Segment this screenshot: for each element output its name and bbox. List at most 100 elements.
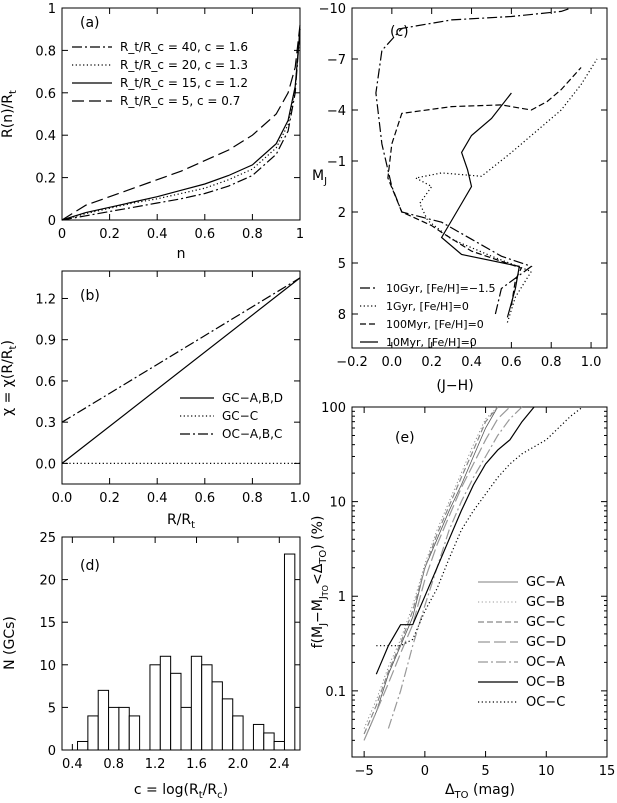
panel-a: (a) R(n)/Rt n 0 0.2 0.4 0.6 0.8 1 0 0.2 0.4 0.6 0.… — [0, 2, 304, 262]
panel-c: (c) MJ (J−H) −0.2 0.0 0.2 0.4 0.6 0.8 1.0−10−7… — [312, 2, 608, 394]
y-tick-label: 1 — [48, 2, 56, 17]
x-tick-label: 2.4 — [269, 757, 290, 772]
hist-bar — [263, 732, 275, 751]
hist-bar — [97, 689, 110, 751]
x-tick-label: 0.8 — [242, 227, 263, 242]
x-tick-label: −5 — [355, 764, 374, 779]
x-tick-label: −0.2 — [336, 355, 368, 370]
y-tick-label: −1 — [327, 155, 346, 170]
x-tick-label: 0.4 — [147, 491, 168, 506]
y-tick-label: 5 — [338, 257, 346, 272]
series-line-2 — [387, 67, 582, 306]
hist-bar — [87, 715, 99, 751]
panel-c-xlabel: (J−H) — [436, 378, 473, 394]
series-line-4 — [387, 406, 523, 729]
legend-label: R_t/R_c = 15, c = 1.2 — [120, 76, 248, 90]
x-tick-label: 15 — [599, 764, 616, 779]
panel-e: (e) f(MJ−MJTO<ΔTO) (%) ΔTO (mag) −5 0 5 10 1… — [310, 401, 615, 801]
hist-bar — [252, 723, 265, 751]
panel-c-frame — [351, 7, 608, 349]
y-tick-label: 0.6 — [35, 87, 56, 102]
y-tick-label: −10 — [319, 2, 346, 17]
legend-label: R_t/R_c = 5, c = 0.7 — [120, 94, 240, 108]
panel-b-xlabel: R/Rt — [167, 512, 195, 531]
hist-bar — [159, 655, 172, 751]
x-tick-label: 0.4 — [461, 355, 482, 370]
y-tick-label: 100 — [321, 401, 346, 416]
series-line-5 — [375, 406, 535, 675]
y-tick-label: 20 — [39, 574, 56, 589]
hist-bar — [128, 715, 141, 751]
panel-c-ylabel: MJ — [312, 168, 327, 187]
x-tick-label: 5 — [481, 764, 489, 779]
legend-label: GC−D — [526, 635, 566, 650]
x-tick-label: 0.6 — [501, 355, 522, 370]
y-tick-label: 0.6 — [35, 375, 56, 390]
legend-label: GC−A — [526, 575, 565, 590]
panel-e-ylabel: f(MJ−MJTO<ΔTO) (%) — [310, 516, 330, 649]
x-tick-label: 1.6 — [186, 757, 207, 772]
panel-b: (b) χ = χ(R/Rt) R/Rt 0.0 0.2 0.4 0.6 0.8 1.0 0… — [0, 270, 311, 531]
hist-bar — [118, 706, 130, 751]
hist-bar — [170, 672, 182, 751]
hist-bar — [77, 740, 89, 751]
y-tick-label: 10 — [39, 659, 56, 674]
y-tick-label: 10 — [329, 496, 346, 511]
legend-label: GC−C — [222, 409, 258, 423]
y-tick-label: 15 — [39, 616, 56, 631]
series-line-2 — [61, 277, 301, 423]
series-line-0 — [363, 406, 499, 741]
panel-a-frame — [61, 7, 301, 221]
y-tick-label: 0.3 — [35, 416, 56, 431]
legend-label: GC−A,B,D — [222, 391, 283, 405]
x-tick-label: 0.2 — [99, 491, 120, 506]
y-tick-label: 0 — [48, 744, 56, 759]
legend-label: R_t/R_c = 40, c = 1.6 — [120, 40, 248, 54]
x-tick-label: 0 — [58, 227, 66, 242]
hist-bar — [149, 664, 161, 751]
series-line-0 — [375, 7, 572, 315]
panel-b-label: (b) — [80, 288, 100, 304]
y-tick-label: 2 — [338, 206, 346, 221]
y-tick-label: 0.8 — [35, 44, 56, 59]
y-tick-label: 5 — [48, 701, 56, 716]
panel-b-ylabel: χ = χ(R/Rt) — [0, 340, 19, 416]
x-tick-label: 0.8 — [242, 491, 263, 506]
svg-text:f(MJ−MJTO<ΔTO) (%): f(MJ−MJTO<ΔTO) (%) — [310, 516, 330, 649]
y-tick-label: 1 — [338, 590, 346, 605]
legend-label: 10Gyr, [Fe/H]=−1.5 — [386, 282, 496, 295]
y-tick-label: 1.2 — [35, 292, 56, 307]
series-line-1 — [414, 58, 598, 323]
y-tick-label: −4 — [327, 104, 346, 119]
x-tick-label: 0.2 — [99, 227, 120, 242]
legend-label: GC−C — [526, 615, 565, 630]
svg-text:χ = χ(R/Rt): χ = χ(R/Rt) — [0, 340, 19, 416]
panel-a-ylabel: R(n)/Rt — [0, 90, 19, 138]
legend-label: OC−C — [526, 695, 565, 710]
legend-label: OC−A,B,C — [222, 427, 282, 441]
series-line-3 — [440, 92, 520, 318]
y-tick-label: 0 — [48, 214, 56, 229]
x-tick-label: 0.8 — [541, 355, 562, 370]
x-tick-label: 1 — [296, 227, 304, 242]
x-tick-label: 0.6 — [194, 491, 215, 506]
panel-d: (d) N (GCs) c = log(Rt/Rc) 0.4 0.8 1.2 1.6 2… — [2, 531, 301, 801]
x-tick-label: 0.8 — [103, 757, 124, 772]
x-tick-label: 1.0 — [290, 491, 311, 506]
svg-text:R(n)/Rt: R(n)/Rt — [0, 90, 19, 138]
panel-a-label: (a) — [80, 15, 100, 31]
x-tick-label: 0.6 — [194, 227, 215, 242]
hist-bar — [221, 698, 234, 751]
y-tick-label: 25 — [39, 531, 56, 546]
series-line-2 — [363, 406, 499, 735]
panel-d-label: (d) — [80, 558, 100, 574]
x-tick-label: 1.0 — [581, 355, 602, 370]
x-tick-label: 0.0 — [52, 491, 73, 506]
hist-bar — [283, 553, 296, 751]
x-tick-label: 0.0 — [382, 355, 403, 370]
x-tick-label: 10 — [538, 764, 555, 779]
x-tick-label: 1.2 — [145, 757, 166, 772]
svg-text:N (GCs): N (GCs) — [2, 616, 18, 670]
x-tick-label: 0.2 — [421, 355, 442, 370]
